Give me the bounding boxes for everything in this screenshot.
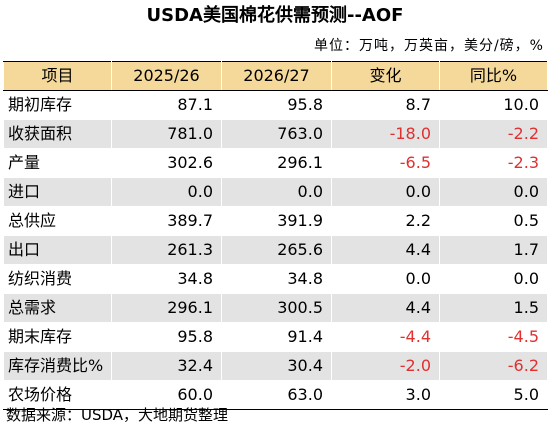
- value-change: -4.4: [331, 322, 440, 352]
- source-note: 数据来源：USDA，大地期货整理: [6, 406, 229, 424]
- column-header-2025: 2025/26: [111, 61, 222, 91]
- value-2025: 389.7: [111, 206, 222, 236]
- value-yoy: 10.0: [439, 90, 548, 120]
- value-yoy: -2.3: [439, 148, 548, 178]
- value-2026: 63.0: [221, 380, 332, 410]
- value-change: -2.0: [331, 351, 440, 381]
- value-yoy: 5.0: [439, 380, 548, 410]
- value-2025: 87.1: [111, 90, 222, 120]
- table-row: 总需求 296.1 300.5 4.4 1.5: [3, 293, 548, 323]
- value-yoy: 0.0: [439, 177, 548, 207]
- value-2025: 781.0: [111, 119, 222, 149]
- value-2025: 95.8: [111, 322, 222, 352]
- table-row: 期末库存 95.8 91.4 -4.4 -4.5: [3, 322, 548, 352]
- table-row: 总供应 389.7 391.9 2.2 0.5: [3, 206, 548, 236]
- value-yoy: 0.0: [439, 264, 548, 294]
- row-label: 出口: [3, 235, 112, 265]
- value-2026: 91.4: [221, 322, 332, 352]
- value-2026: 391.9: [221, 206, 332, 236]
- row-label: 库存消费比%: [3, 351, 112, 381]
- table-row: 库存消费比% 32.4 30.4 -2.0 -6.2: [3, 351, 548, 381]
- table-row: 出口 261.3 265.6 4.4 1.7: [3, 235, 548, 265]
- value-change: 4.4: [331, 293, 440, 323]
- column-header-yoy: 同比%: [439, 61, 548, 91]
- value-2026: 30.4: [221, 351, 332, 381]
- column-header-2026: 2026/27: [221, 61, 332, 91]
- unit-note: 单位：万吨，万英亩，美分/磅，%: [313, 38, 544, 54]
- value-yoy: -6.2: [439, 351, 548, 381]
- value-2026: 0.0: [221, 177, 332, 207]
- value-change: 0.0: [331, 177, 440, 207]
- table-title: USDA美国棉花供需预测--AOF: [146, 5, 404, 26]
- row-label: 总供应: [3, 206, 112, 236]
- value-2025: 34.8: [111, 264, 222, 294]
- value-2025: 261.3: [111, 235, 222, 265]
- value-change: 4.4: [331, 235, 440, 265]
- table-row: 农场价格 60.0 63.0 3.0 5.0: [3, 380, 548, 410]
- value-change: 8.7: [331, 90, 440, 120]
- row-label: 纺织消费: [3, 264, 112, 294]
- value-2026: 95.8: [221, 90, 332, 120]
- value-yoy: 1.7: [439, 235, 548, 265]
- row-label: 收获面积: [3, 119, 112, 149]
- row-label: 总需求: [3, 293, 112, 323]
- row-label: 期末库存: [3, 322, 112, 352]
- value-2026: 265.6: [221, 235, 332, 265]
- value-change: 0.0: [331, 264, 440, 294]
- value-2025: 302.6: [111, 148, 222, 178]
- table-row: 收获面积 781.0 763.0 -18.0 -2.2: [3, 119, 548, 149]
- value-2025: 296.1: [111, 293, 222, 323]
- row-label: 农场价格: [3, 380, 112, 410]
- table-row: 期初库存 87.1 95.8 8.7 10.0: [3, 90, 548, 120]
- table-body: 期初库存 87.1 95.8 8.7 10.0 收获面积 781.0 763.0 -18.0 -2…: [3, 90, 548, 410]
- value-yoy: -4.5: [439, 322, 548, 352]
- value-yoy: -2.2: [439, 119, 548, 149]
- value-2025: 0.0: [111, 177, 222, 207]
- supply-demand-table: 项目 2025/26 2026/27 变化 同比% 期初库存 87.1 95.8 8.…: [3, 61, 548, 410]
- value-2026: 296.1: [221, 148, 332, 178]
- table-row: 产量 302.6 296.1 -6.5 -2.3: [3, 148, 548, 178]
- table-row: 进口 0.0 0.0 0.0 0.0: [3, 177, 548, 207]
- value-2025: 32.4: [111, 351, 222, 381]
- value-yoy: 0.5: [439, 206, 548, 236]
- value-change: 2.2: [331, 206, 440, 236]
- value-2026: 300.5: [221, 293, 332, 323]
- table-header-row: 项目 2025/26 2026/27 变化 同比%: [3, 61, 548, 91]
- value-yoy: 1.5: [439, 293, 548, 323]
- column-header-item: 项目: [3, 61, 112, 91]
- value-change: 3.0: [331, 380, 440, 410]
- value-2026: 763.0: [221, 119, 332, 149]
- value-change: -6.5: [331, 148, 440, 178]
- row-label: 期初库存: [3, 90, 112, 120]
- column-header-change: 变化: [331, 61, 440, 91]
- value-change: -18.0: [331, 119, 440, 149]
- row-label: 产量: [3, 148, 112, 178]
- row-label: 进口: [3, 177, 112, 207]
- value-2026: 34.8: [221, 264, 332, 294]
- table-row: 纺织消费 34.8 34.8 0.0 0.0: [3, 264, 548, 294]
